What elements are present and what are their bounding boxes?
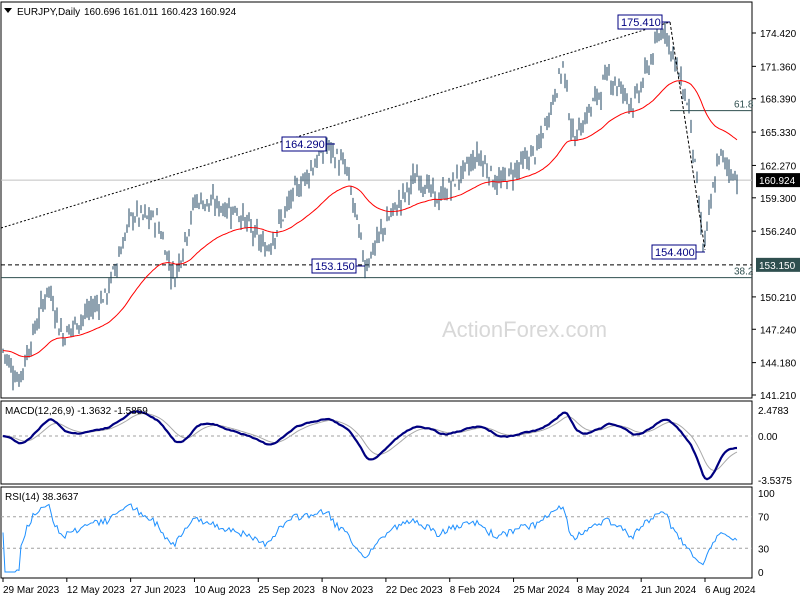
swing-low-label: 153.150 bbox=[315, 261, 355, 273]
time-tick-label: 25 Mar 2024 bbox=[514, 585, 571, 596]
time-tick-label: 6 Aug 2024 bbox=[705, 585, 756, 596]
trend-line bbox=[0, 21, 671, 229]
low-label: 154.400 bbox=[655, 247, 695, 259]
price-tick-label: 165.330 bbox=[760, 128, 797, 139]
price-tick-label: 168.390 bbox=[760, 95, 797, 106]
time-tick-label: 8 May 2024 bbox=[577, 585, 630, 596]
price-tick-label: 171.360 bbox=[760, 62, 797, 73]
time-tick-label: 8 Feb 2024 bbox=[450, 585, 501, 596]
macd-tick-label: -3.5375 bbox=[758, 476, 792, 487]
time-tick-label: 25 Sep 2023 bbox=[258, 585, 315, 596]
high-label: 175.410 bbox=[621, 17, 661, 29]
moving-average-line bbox=[2, 79, 738, 358]
retracement-line bbox=[669, 21, 706, 251]
macd-tick-label: 0.00 bbox=[758, 432, 778, 443]
time-tick-label: 21 Jun 2024 bbox=[641, 585, 696, 596]
time-tick-label: 27 Jun 2023 bbox=[131, 585, 186, 596]
rsi-pane bbox=[0, 486, 753, 579]
price-tick-label: 150.210 bbox=[760, 293, 797, 304]
collapse-triangle-icon[interactable] bbox=[4, 8, 12, 13]
price-tick-label: 156.240 bbox=[760, 227, 797, 238]
watermark: ActionForex.com bbox=[442, 317, 607, 342]
time-tick-label: 29 Mar 2023 bbox=[3, 585, 60, 596]
current-price-tag bbox=[756, 173, 800, 188]
price-tick-label: 147.240 bbox=[760, 325, 797, 336]
rsi-line bbox=[2, 503, 738, 573]
support-price-value: 153.150 bbox=[759, 261, 796, 272]
rsi-tick-label: 70 bbox=[758, 513, 770, 524]
price-tick-label: 162.270 bbox=[760, 161, 797, 172]
rsi-tick-label: 0 bbox=[758, 568, 764, 579]
rsi-label: RSI(14) 38.3637 bbox=[5, 492, 79, 503]
macd-signal-line bbox=[2, 413, 738, 471]
macd-tick-label: 2.4783 bbox=[758, 406, 789, 417]
rsi-tick-label: 30 bbox=[758, 544, 770, 555]
main-pane bbox=[0, 1, 753, 399]
current-price-value: 160.924 bbox=[759, 176, 796, 187]
time-tick-label: 8 Nov 2023 bbox=[322, 585, 374, 596]
rsi-tick-label: 100 bbox=[758, 489, 775, 500]
time-tick-label: 10 Aug 2023 bbox=[194, 585, 251, 596]
price-tick-label: 174.420 bbox=[760, 29, 797, 40]
time-tick-label: 12 May 2023 bbox=[67, 585, 125, 596]
price-tick-label: 141.210 bbox=[760, 391, 797, 402]
time-tick-label: 22 Dec 2023 bbox=[386, 585, 443, 596]
fib-382-label: 38.2 bbox=[734, 267, 754, 278]
chart-ohlc: 160.696 161.011 160.423 160.924 bbox=[84, 7, 237, 18]
price-tick-label: 144.180 bbox=[760, 359, 797, 370]
macd-line bbox=[2, 410, 738, 481]
price-tick-label: 159.300 bbox=[760, 194, 797, 205]
macd-pane bbox=[0, 400, 753, 485]
support-price-tag bbox=[756, 257, 800, 272]
swing-high-label: 164.290 bbox=[285, 139, 325, 151]
macd-label: MACD(12,26,9) -1.3632 -1.5859 bbox=[5, 406, 148, 417]
chart-symbol: EURJPY,Daily bbox=[17, 7, 80, 18]
fib-618-label: 61.8 bbox=[734, 100, 754, 111]
